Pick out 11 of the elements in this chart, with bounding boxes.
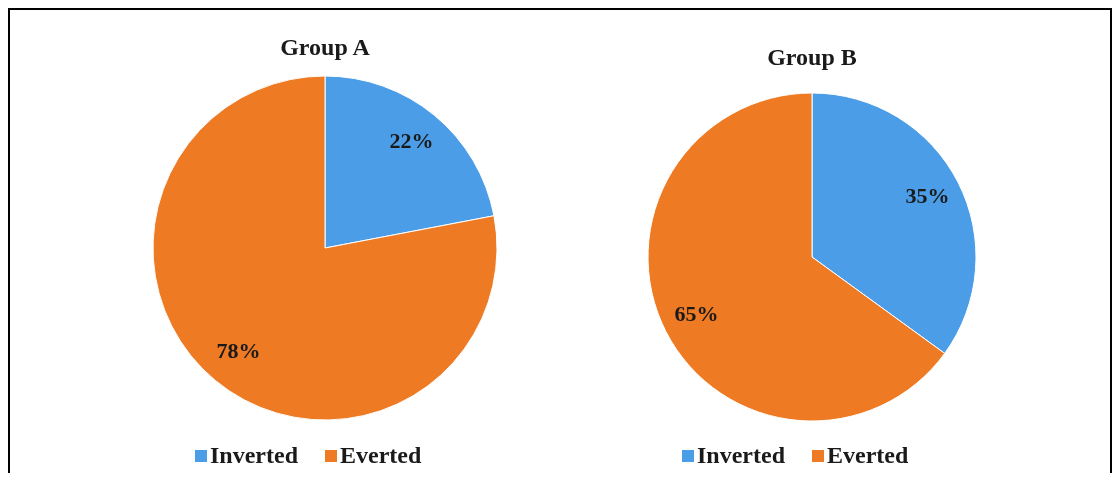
chart-title: Group B [767, 44, 857, 70]
data-label: 65% [674, 300, 719, 326]
data-label: 22% [389, 128, 434, 154]
pie-slice [152, 75, 498, 421]
legend-label: Everted [827, 441, 909, 468]
legend-label: Inverted [210, 441, 299, 468]
legend-label: Inverted [697, 441, 786, 468]
data-label: 78% [216, 337, 261, 363]
chart-title: Group A [280, 34, 371, 60]
legend-label: Everted [340, 441, 422, 468]
data-label: 35% [905, 183, 950, 209]
